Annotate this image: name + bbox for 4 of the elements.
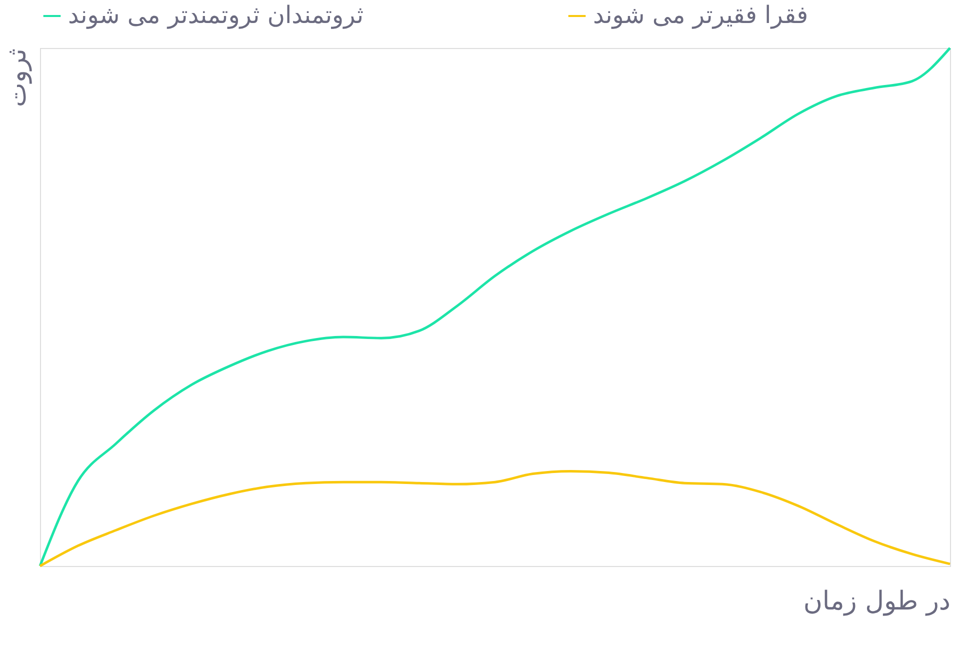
x-axis-title: در طول زمان: [803, 586, 950, 616]
legend-label: فقرا فقیرتر می شوند: [593, 1, 808, 29]
y-axis-title: ثروت: [2, 48, 32, 108]
legend-label: ثروتمندان ثروتمندتر می شوند: [68, 1, 364, 29]
